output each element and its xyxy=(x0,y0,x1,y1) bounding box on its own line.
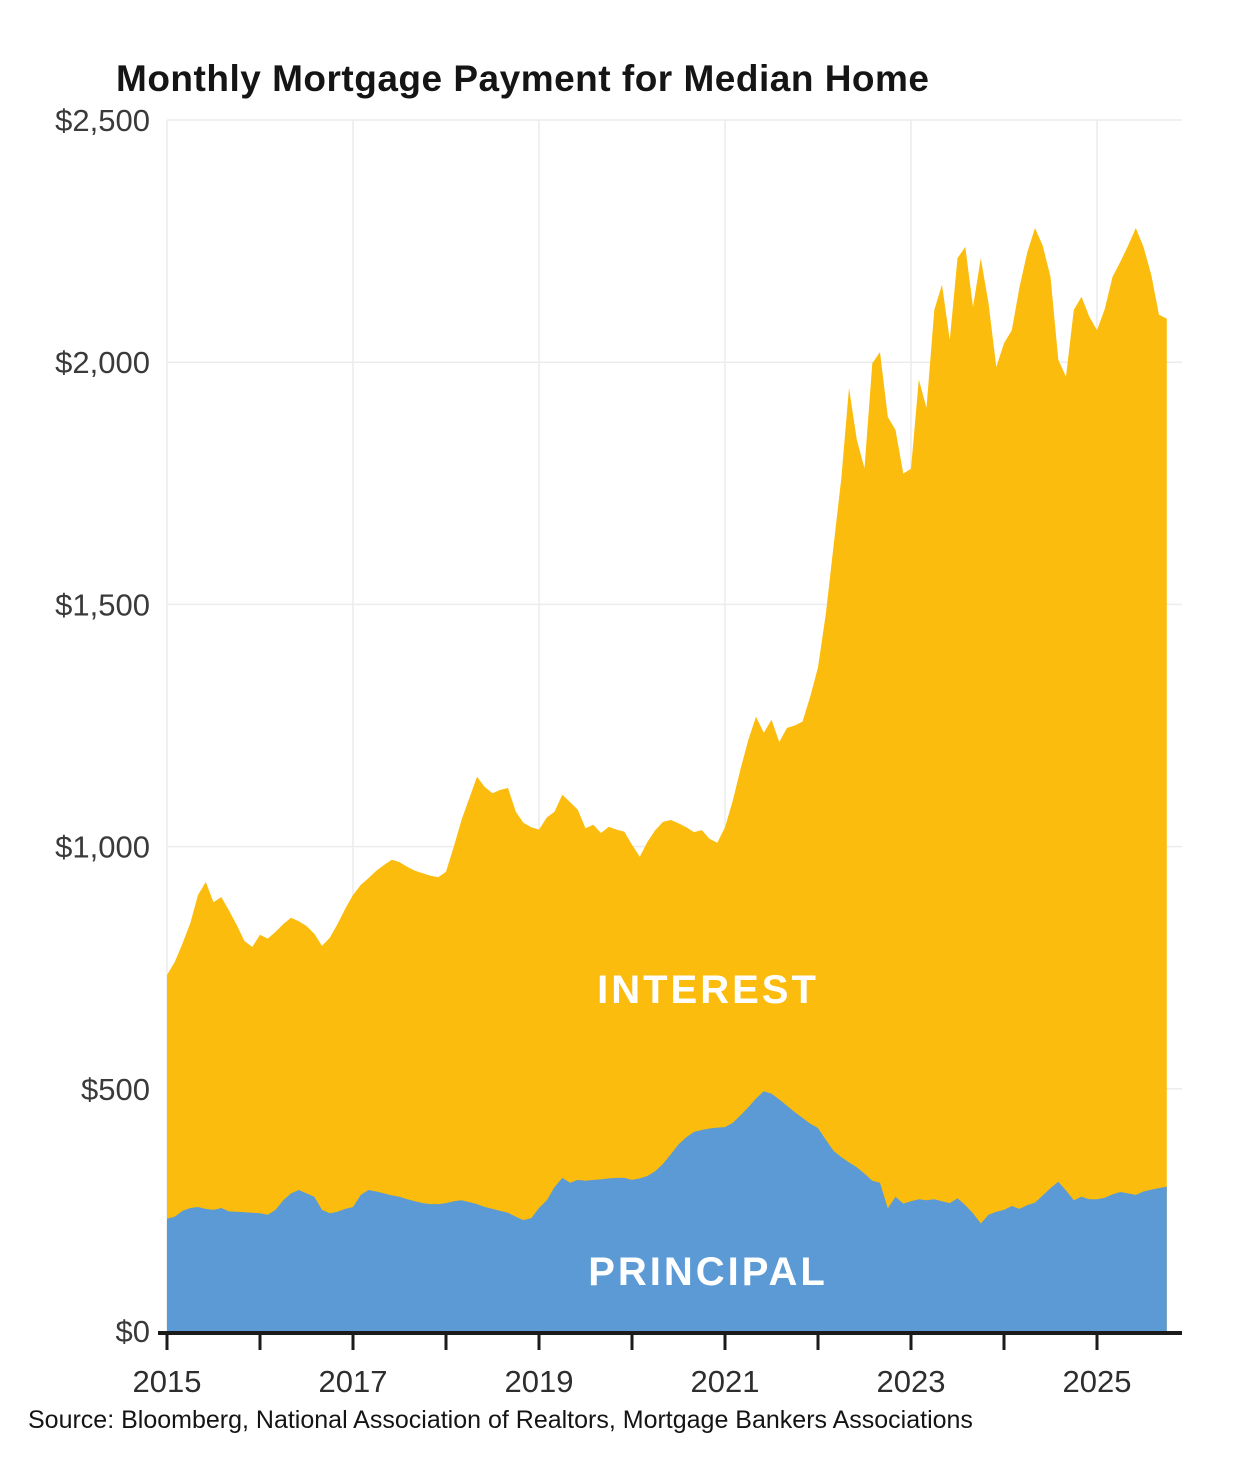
source-note: Source: Bloomberg, National Association … xyxy=(28,1406,973,1434)
x-axis-label: 2023 xyxy=(877,1364,946,1399)
chart-title: Monthly Mortgage Payment for Median Home xyxy=(116,58,930,99)
y-axis-label: $1,500 xyxy=(55,587,150,622)
y-axis-label: $1,000 xyxy=(55,830,150,865)
interest-area xyxy=(167,228,1167,1331)
x-axis-label: 2019 xyxy=(505,1364,574,1399)
x-axis-label: 2017 xyxy=(319,1364,388,1399)
y-axis-label: $0 xyxy=(116,1314,150,1349)
y-axis-label: $2,500 xyxy=(55,103,150,138)
y-axis-label: $2,000 xyxy=(55,345,150,380)
interest-area-label: INTEREST xyxy=(597,968,819,1012)
x-axis-label: 2021 xyxy=(691,1364,760,1399)
y-axis-label: $500 xyxy=(81,1072,150,1107)
x-axis-label: 2015 xyxy=(133,1364,202,1399)
x-axis-label: 2025 xyxy=(1063,1364,1132,1399)
principal-area xyxy=(167,1091,1167,1331)
principal-area-label: PRINCIPAL xyxy=(588,1250,828,1294)
